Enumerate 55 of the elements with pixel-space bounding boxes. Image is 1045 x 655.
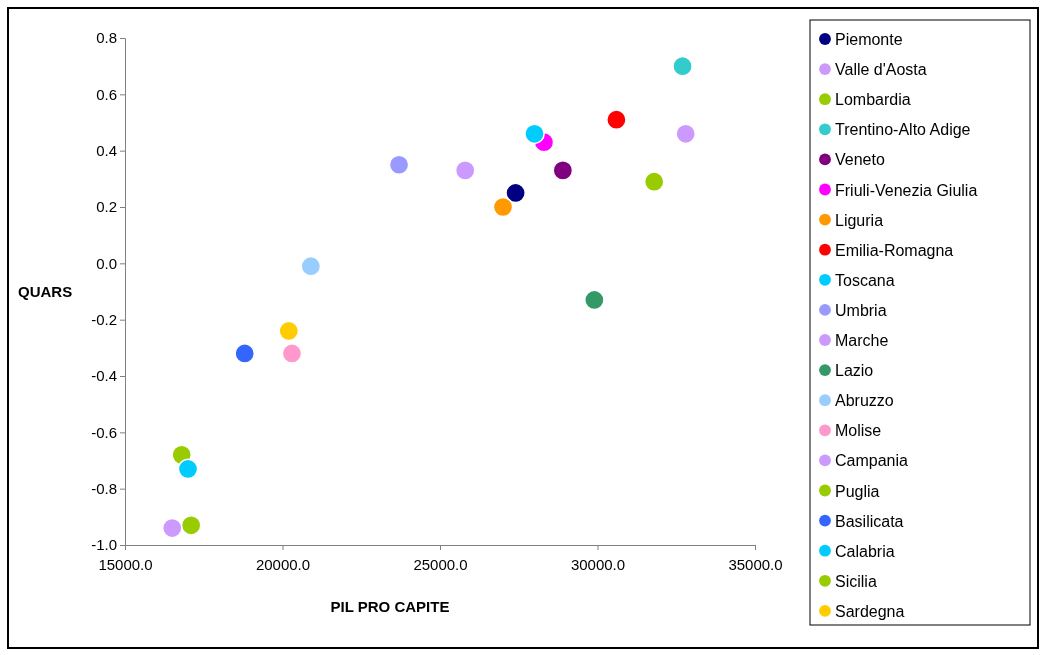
x-tick-label: 25000.0: [413, 555, 468, 573]
point: [454, 160, 476, 181]
legend-label: Umbria: [835, 301, 887, 319]
point: [177, 458, 199, 480]
legend-label: Puglia: [835, 482, 880, 500]
point: [388, 154, 410, 176]
x-tick-label: 30000.0: [570, 555, 626, 573]
point: [672, 55, 693, 77]
legend-label: Lombardia: [835, 91, 911, 109]
y-tick-label: 0.6: [96, 85, 117, 103]
point: [643, 171, 665, 192]
y-tick-label: -0.4: [91, 367, 117, 385]
legend-label: Abruzzo: [835, 392, 894, 410]
point: [583, 289, 605, 311]
legend-label: Trentino-Alto Adige: [835, 121, 971, 139]
point: [278, 320, 300, 342]
x-axis-title: PIL PRO CAPITE: [330, 598, 450, 615]
legend-label: Sicilia: [835, 572, 877, 590]
y-tick-label: -0.2: [91, 310, 117, 328]
point: [552, 160, 574, 181]
point: [675, 123, 697, 145]
y-tick-label: -0.6: [91, 423, 117, 441]
point: [180, 514, 202, 536]
y-axis-title: QUARS: [18, 282, 73, 300]
legend-label: Friuli-Venezia Giulia: [835, 181, 978, 199]
legend-label: Calabria: [835, 542, 895, 560]
x-tick-label: 35000.0: [728, 555, 783, 573]
y-tick-label: 0.4: [96, 141, 117, 159]
legend-label: Lazio: [835, 362, 874, 380]
point: [606, 109, 627, 131]
x-tick-label: 15000.0: [98, 555, 153, 573]
legend-label: Marche: [835, 332, 889, 349]
y-tick-label: -0.8: [91, 479, 117, 497]
legend-label: Sardegna: [835, 602, 905, 620]
legend-label: Toscana: [835, 271, 895, 289]
legend-label: Emilia-Romagna: [835, 241, 954, 259]
legend-label: Valle d'Aosta: [835, 61, 927, 79]
legend-label: Molise: [835, 422, 882, 440]
y-tick-label: 0.2: [96, 198, 117, 216]
legend-label: Piemonte: [835, 31, 903, 48]
y-tick-label: 0.0: [96, 254, 117, 272]
legend-label: Basilicata: [835, 512, 904, 530]
point: [505, 182, 526, 204]
legend-label: Campania: [835, 452, 909, 470]
legend-label: Liguria: [835, 211, 884, 229]
point: [492, 196, 514, 218]
legend-label: Veneto: [835, 151, 885, 169]
point: [234, 343, 256, 364]
y-tick-label: -1.0: [91, 536, 117, 554]
point: [281, 343, 303, 364]
point: [300, 255, 322, 277]
point: [161, 517, 183, 539]
y-tick-label: 0.8: [96, 29, 117, 47]
x-tick-label: 20000.0: [255, 555, 311, 573]
point: [524, 123, 545, 145]
